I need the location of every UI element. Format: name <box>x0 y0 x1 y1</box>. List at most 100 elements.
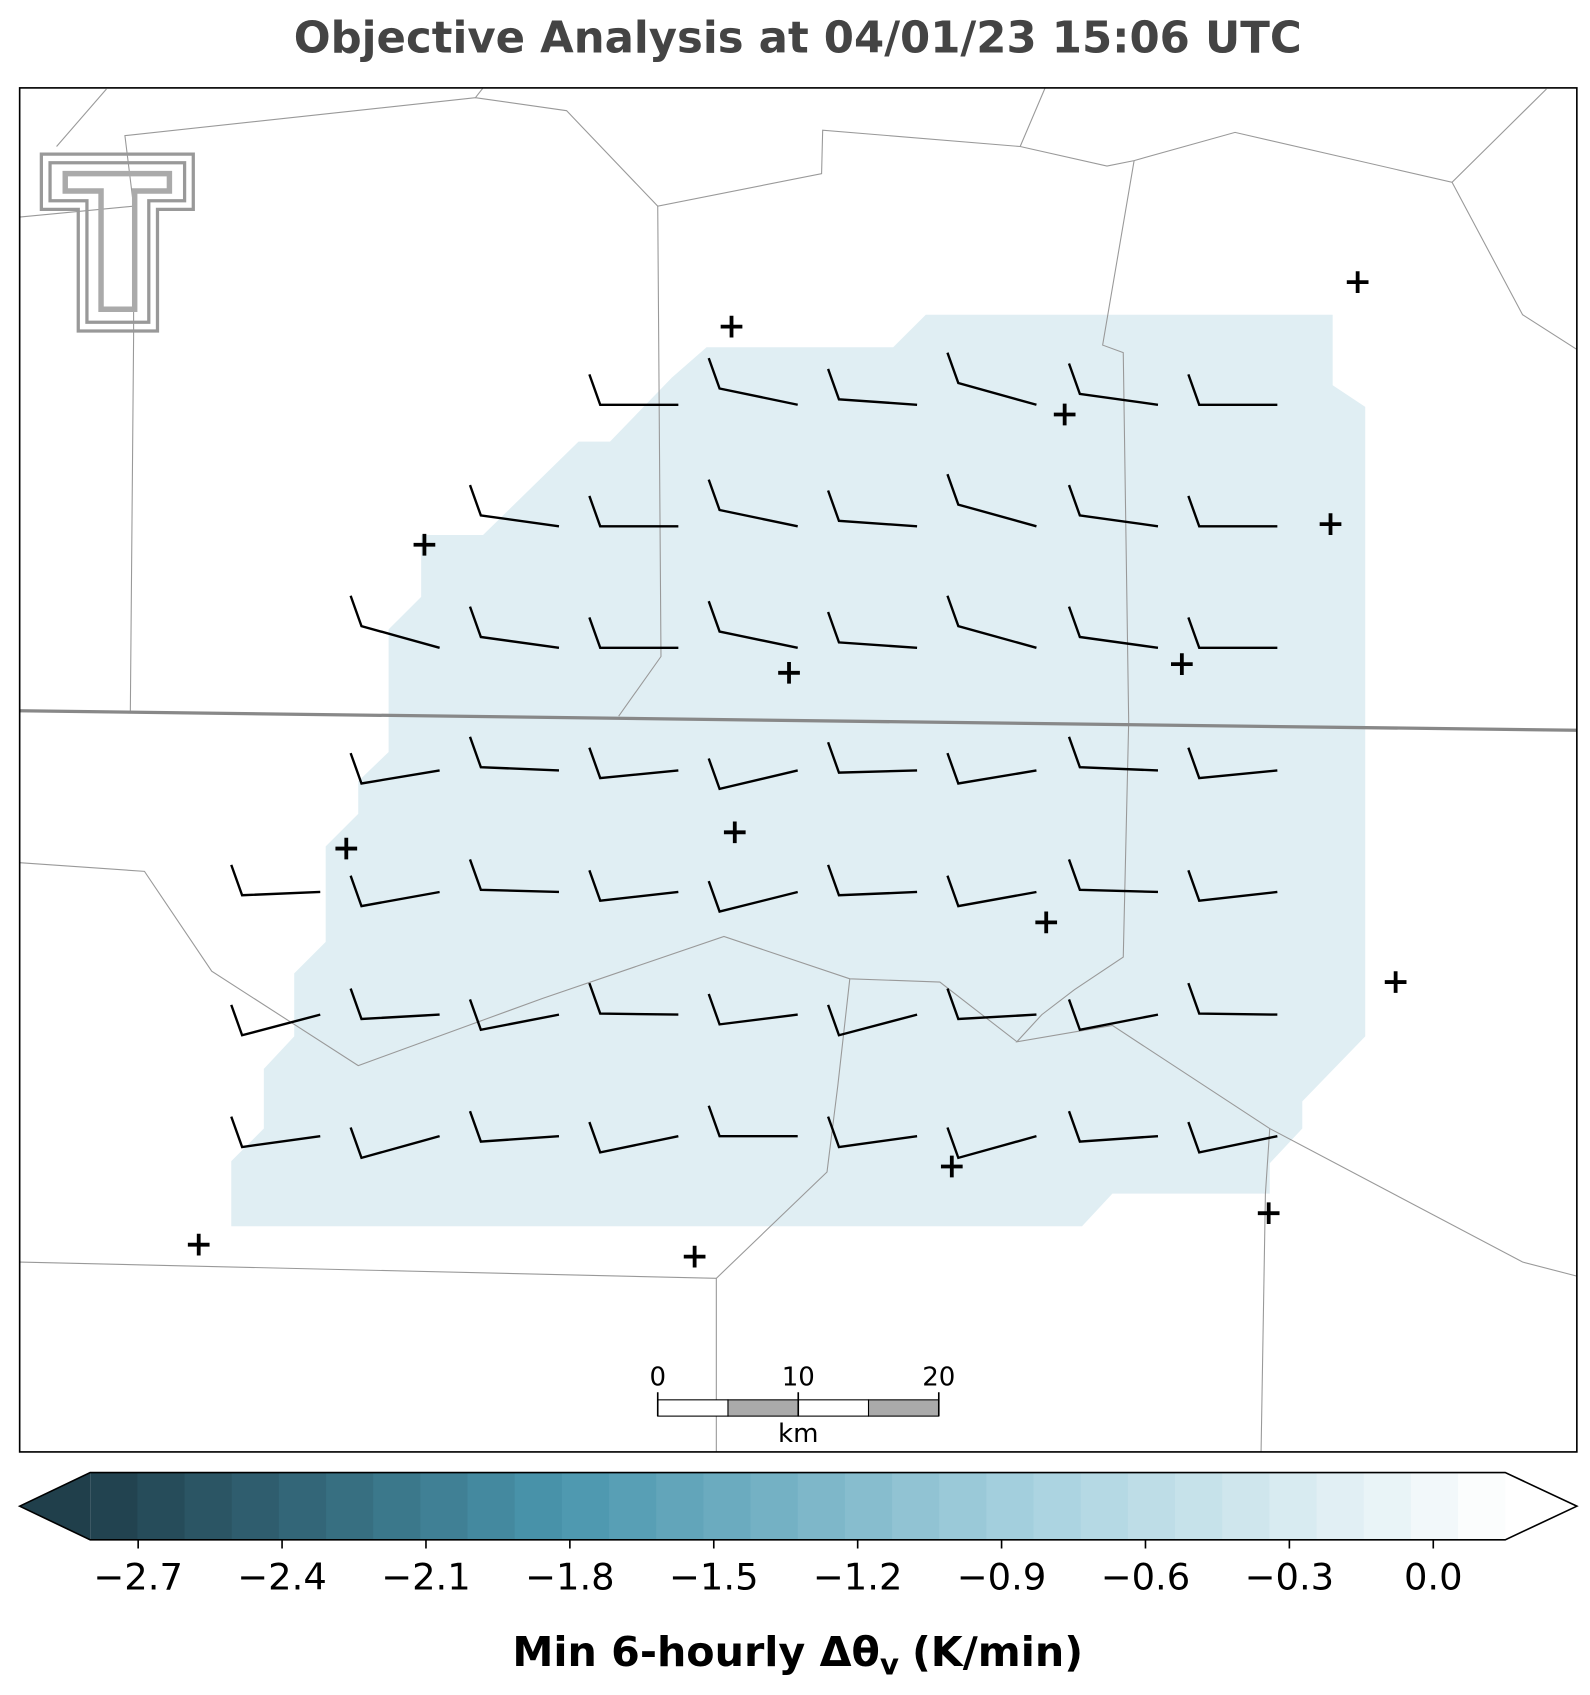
ttu-logo <box>39 152 195 333</box>
colorbar-tick-label: −2.7 <box>93 1555 183 1598</box>
wind-barb <box>588 869 679 902</box>
wind-barb <box>946 988 1037 1021</box>
colorbar-tick-label: −1.2 <box>813 1555 903 1598</box>
colorbar-band <box>1458 1472 1506 1540</box>
colorbar-tick-label: −0.3 <box>1245 1555 1335 1598</box>
wind-barb <box>468 999 560 1032</box>
wind-barb <box>468 484 560 528</box>
colorbar-outline <box>17 1471 1579 1541</box>
colorbar-band <box>231 1472 280 1540</box>
stations <box>187 271 1407 1268</box>
colorbar-band <box>1033 1472 1082 1540</box>
wind-barb <box>1067 736 1159 772</box>
colorbar-band <box>656 1472 705 1540</box>
wind-barb <box>349 988 440 1021</box>
wind-barb <box>349 595 440 649</box>
wind-barb <box>588 747 679 780</box>
colorbar-band <box>90 1472 139 1540</box>
colorbar-band <box>1410 1472 1459 1540</box>
wind-barb <box>349 1127 440 1160</box>
wind-barbs <box>230 352 1278 1160</box>
wind-barb <box>1187 982 1278 1016</box>
colorbar-band <box>184 1472 233 1540</box>
wind-barb <box>826 611 918 650</box>
station <box>1035 911 1058 934</box>
wind-barb <box>826 864 918 897</box>
wind-barb <box>707 880 799 913</box>
scale-bar: 0 10 20 km <box>649 1363 955 1449</box>
wind-barb <box>707 758 798 791</box>
station <box>1171 653 1193 675</box>
station <box>778 661 800 684</box>
wind-barb <box>230 864 321 897</box>
wind-barb <box>1187 373 1278 406</box>
wind-barb <box>1067 1110 1159 1143</box>
state-line <box>19 709 1577 732</box>
colorbar-band <box>750 1472 799 1540</box>
station <box>1319 513 1342 535</box>
colorbar-band <box>561 1472 610 1540</box>
wind-barb <box>1187 617 1278 650</box>
colorbar-band <box>1080 1472 1129 1540</box>
wind-barb <box>468 859 560 894</box>
colorbar-band <box>939 1472 988 1540</box>
colorbar: −2.7 −2.4 −2.1 −1.8 −1.5 −1.2 −0.9 −0.6 −0.3 0.0 <box>17 1471 1579 1598</box>
colorbar-band <box>797 1472 846 1540</box>
wind-barb <box>1187 869 1278 902</box>
wind-barb <box>349 875 440 908</box>
colorbar-tick-label: −0.9 <box>957 1555 1047 1598</box>
colorbar-band <box>1127 1472 1176 1540</box>
colorbar-band <box>1269 1472 1318 1540</box>
colorbar-tick-label: −1.8 <box>525 1555 615 1598</box>
colorbar-band <box>278 1472 327 1540</box>
map: 0 10 20 km <box>18 87 1578 1453</box>
colorbar-label-main: Min 6-hourly Δθ <box>512 1628 880 1676</box>
wind-barb <box>826 1004 918 1037</box>
wind-barb <box>588 1121 679 1154</box>
station <box>187 1233 210 1256</box>
scale-segment <box>797 1399 870 1417</box>
map-frame <box>18 87 1578 1453</box>
wind-barb <box>1067 484 1159 528</box>
scale-segment <box>727 1399 799 1417</box>
wind-barb <box>1187 747 1278 780</box>
wind-barb <box>826 490 918 528</box>
colorbar-tick-label: −1.5 <box>669 1555 759 1598</box>
wind-barb <box>468 1110 560 1143</box>
wind-barb <box>707 479 798 528</box>
station <box>413 533 436 556</box>
wind-barb <box>1067 859 1159 894</box>
scale-unit: km <box>778 1419 818 1449</box>
wind-barb <box>946 875 1037 908</box>
colorbar-band <box>1175 1472 1223 1540</box>
station <box>335 837 358 860</box>
wind-barb <box>588 495 679 528</box>
colorbar-band <box>1222 1472 1271 1540</box>
colorbar-label: Min 6-hourly Δθv (K/min) <box>512 1628 1083 1681</box>
wind-barb <box>349 752 440 785</box>
wind-barb <box>468 736 560 772</box>
wind-barb <box>1187 495 1278 528</box>
colorbar-tick-label: −2.4 <box>237 1555 327 1598</box>
colorbar-extend-low <box>19 1472 91 1540</box>
colorbar-band <box>892 1472 940 1540</box>
wind-barb <box>946 1127 1037 1160</box>
colorbar-band <box>373 1472 422 1540</box>
colorbar-band <box>326 1472 374 1540</box>
colorbar-tick-label: −0.6 <box>1101 1555 1191 1598</box>
station <box>1257 1202 1280 1225</box>
colorbar-band <box>137 1472 186 1540</box>
wind-barb <box>707 357 798 406</box>
scale-segment <box>867 1399 940 1417</box>
wind-barb <box>588 982 679 1016</box>
colorbar-band <box>844 1472 893 1540</box>
colorbar-band <box>1363 1472 1412 1540</box>
colorbar-band <box>703 1472 752 1540</box>
wind-barb <box>707 993 798 1026</box>
wind-barb <box>826 741 918 774</box>
scale-segment <box>657 1399 729 1417</box>
colorbar-band <box>1316 1472 1365 1540</box>
wind-barb <box>946 352 1037 406</box>
colorbar-band <box>467 1472 516 1540</box>
wind-barb <box>588 617 679 650</box>
